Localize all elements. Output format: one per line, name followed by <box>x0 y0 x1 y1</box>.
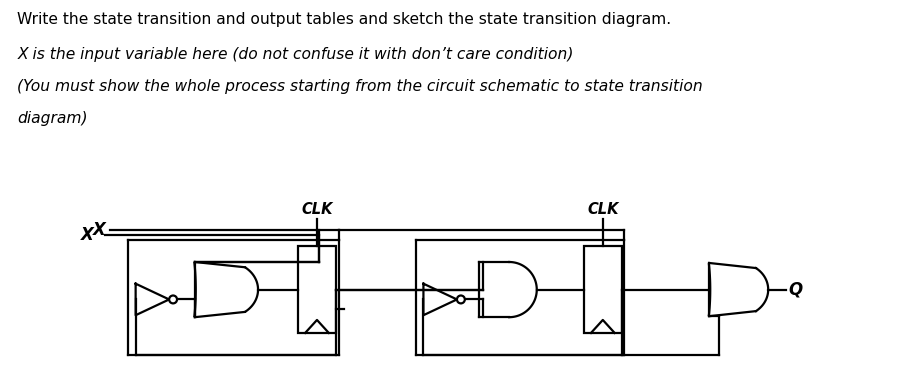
Text: Q: Q <box>788 281 802 299</box>
Circle shape <box>457 296 465 303</box>
Bar <box>298 246 336 333</box>
Bar <box>584 246 622 333</box>
Text: X is the input variable here (do not confuse it with don’t care condition): X is the input variable here (do not con… <box>17 47 573 61</box>
Text: X: X <box>81 226 93 244</box>
Text: CLK: CLK <box>301 201 333 217</box>
Text: Write the state transition and output tables and sketch the state transition dia: Write the state transition and output ta… <box>17 12 671 27</box>
Text: diagram): diagram) <box>17 111 88 126</box>
Text: X: X <box>93 222 106 239</box>
Text: CLK: CLK <box>587 201 619 217</box>
Circle shape <box>169 296 177 303</box>
Text: (You must show the whole process starting from the circuit schematic to state tr: (You must show the whole process startin… <box>17 79 703 94</box>
